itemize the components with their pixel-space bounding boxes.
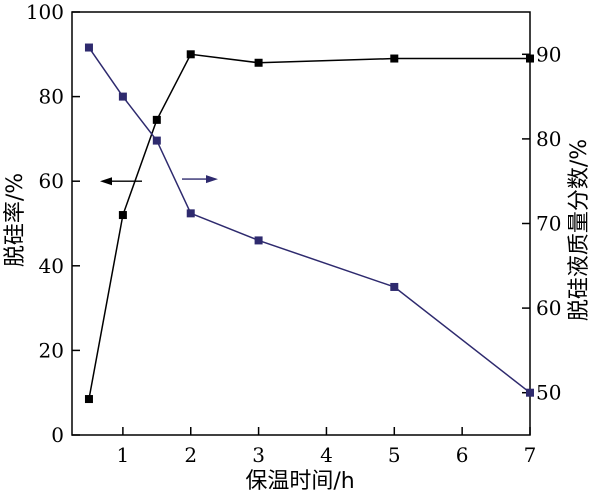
y-axis-right: 50 60 70 80 90 bbox=[522, 42, 561, 405]
series-2-point bbox=[254, 236, 263, 245]
y-left-tick-label: 0 bbox=[51, 423, 64, 447]
series-1-point bbox=[254, 58, 263, 67]
y-right-tick-label: 80 bbox=[536, 127, 561, 151]
series-1-point bbox=[152, 115, 161, 124]
x-tick-label: 3 bbox=[252, 443, 265, 467]
plot-border bbox=[71, 11, 531, 436]
series-2-line bbox=[88, 47, 531, 394]
y-left-tick-label: 20 bbox=[39, 338, 64, 362]
series-2-point bbox=[152, 136, 161, 145]
series-1-point bbox=[118, 211, 127, 220]
y-right-tick-label: 50 bbox=[536, 381, 561, 405]
series-2-point bbox=[526, 388, 534, 397]
x-tick-label: 2 bbox=[184, 443, 197, 467]
y-axis-right-title: 脱硅液质量分数/% bbox=[567, 139, 592, 321]
series-2-point bbox=[390, 282, 399, 291]
x-axis-title: 保温时间/h bbox=[245, 469, 354, 494]
y-left-tick-label: 100 bbox=[26, 0, 64, 24]
series-layer bbox=[84, 43, 534, 404]
right-axis-arrow-head bbox=[206, 175, 218, 184]
y-axis-left: 0 20 40 60 80 100 bbox=[26, 0, 80, 447]
series-2-point bbox=[186, 209, 195, 218]
x-tick-label: 4 bbox=[320, 443, 333, 467]
y-right-tick-label: 90 bbox=[536, 42, 561, 66]
x-tick-label: 5 bbox=[388, 443, 401, 467]
x-tick-label: 6 bbox=[456, 443, 469, 467]
y-axis-left-title: 脱硅率/% bbox=[3, 173, 28, 267]
series-1-point bbox=[186, 50, 195, 59]
series-1-point bbox=[390, 54, 399, 63]
x-axis: 1 2 3 4 5 6 7 bbox=[117, 427, 537, 467]
y-left-tick-label: 40 bbox=[39, 254, 64, 278]
series-1-line bbox=[88, 53, 530, 400]
series-2-point bbox=[118, 92, 127, 101]
plot-frame bbox=[71, 11, 531, 436]
series-2-point bbox=[84, 43, 93, 52]
y-right-tick-label: 70 bbox=[536, 212, 561, 236]
left-axis-arrow-head bbox=[100, 177, 112, 186]
annotation-layer bbox=[100, 175, 218, 186]
x-tick-label: 1 bbox=[117, 443, 130, 467]
y-right-tick-label: 60 bbox=[536, 296, 561, 320]
series-1-point bbox=[84, 395, 93, 404]
y-left-tick-label: 80 bbox=[39, 85, 64, 109]
series-1-point bbox=[526, 54, 534, 63]
y-left-tick-label: 60 bbox=[39, 169, 64, 193]
x-tick-label: 7 bbox=[524, 443, 537, 467]
